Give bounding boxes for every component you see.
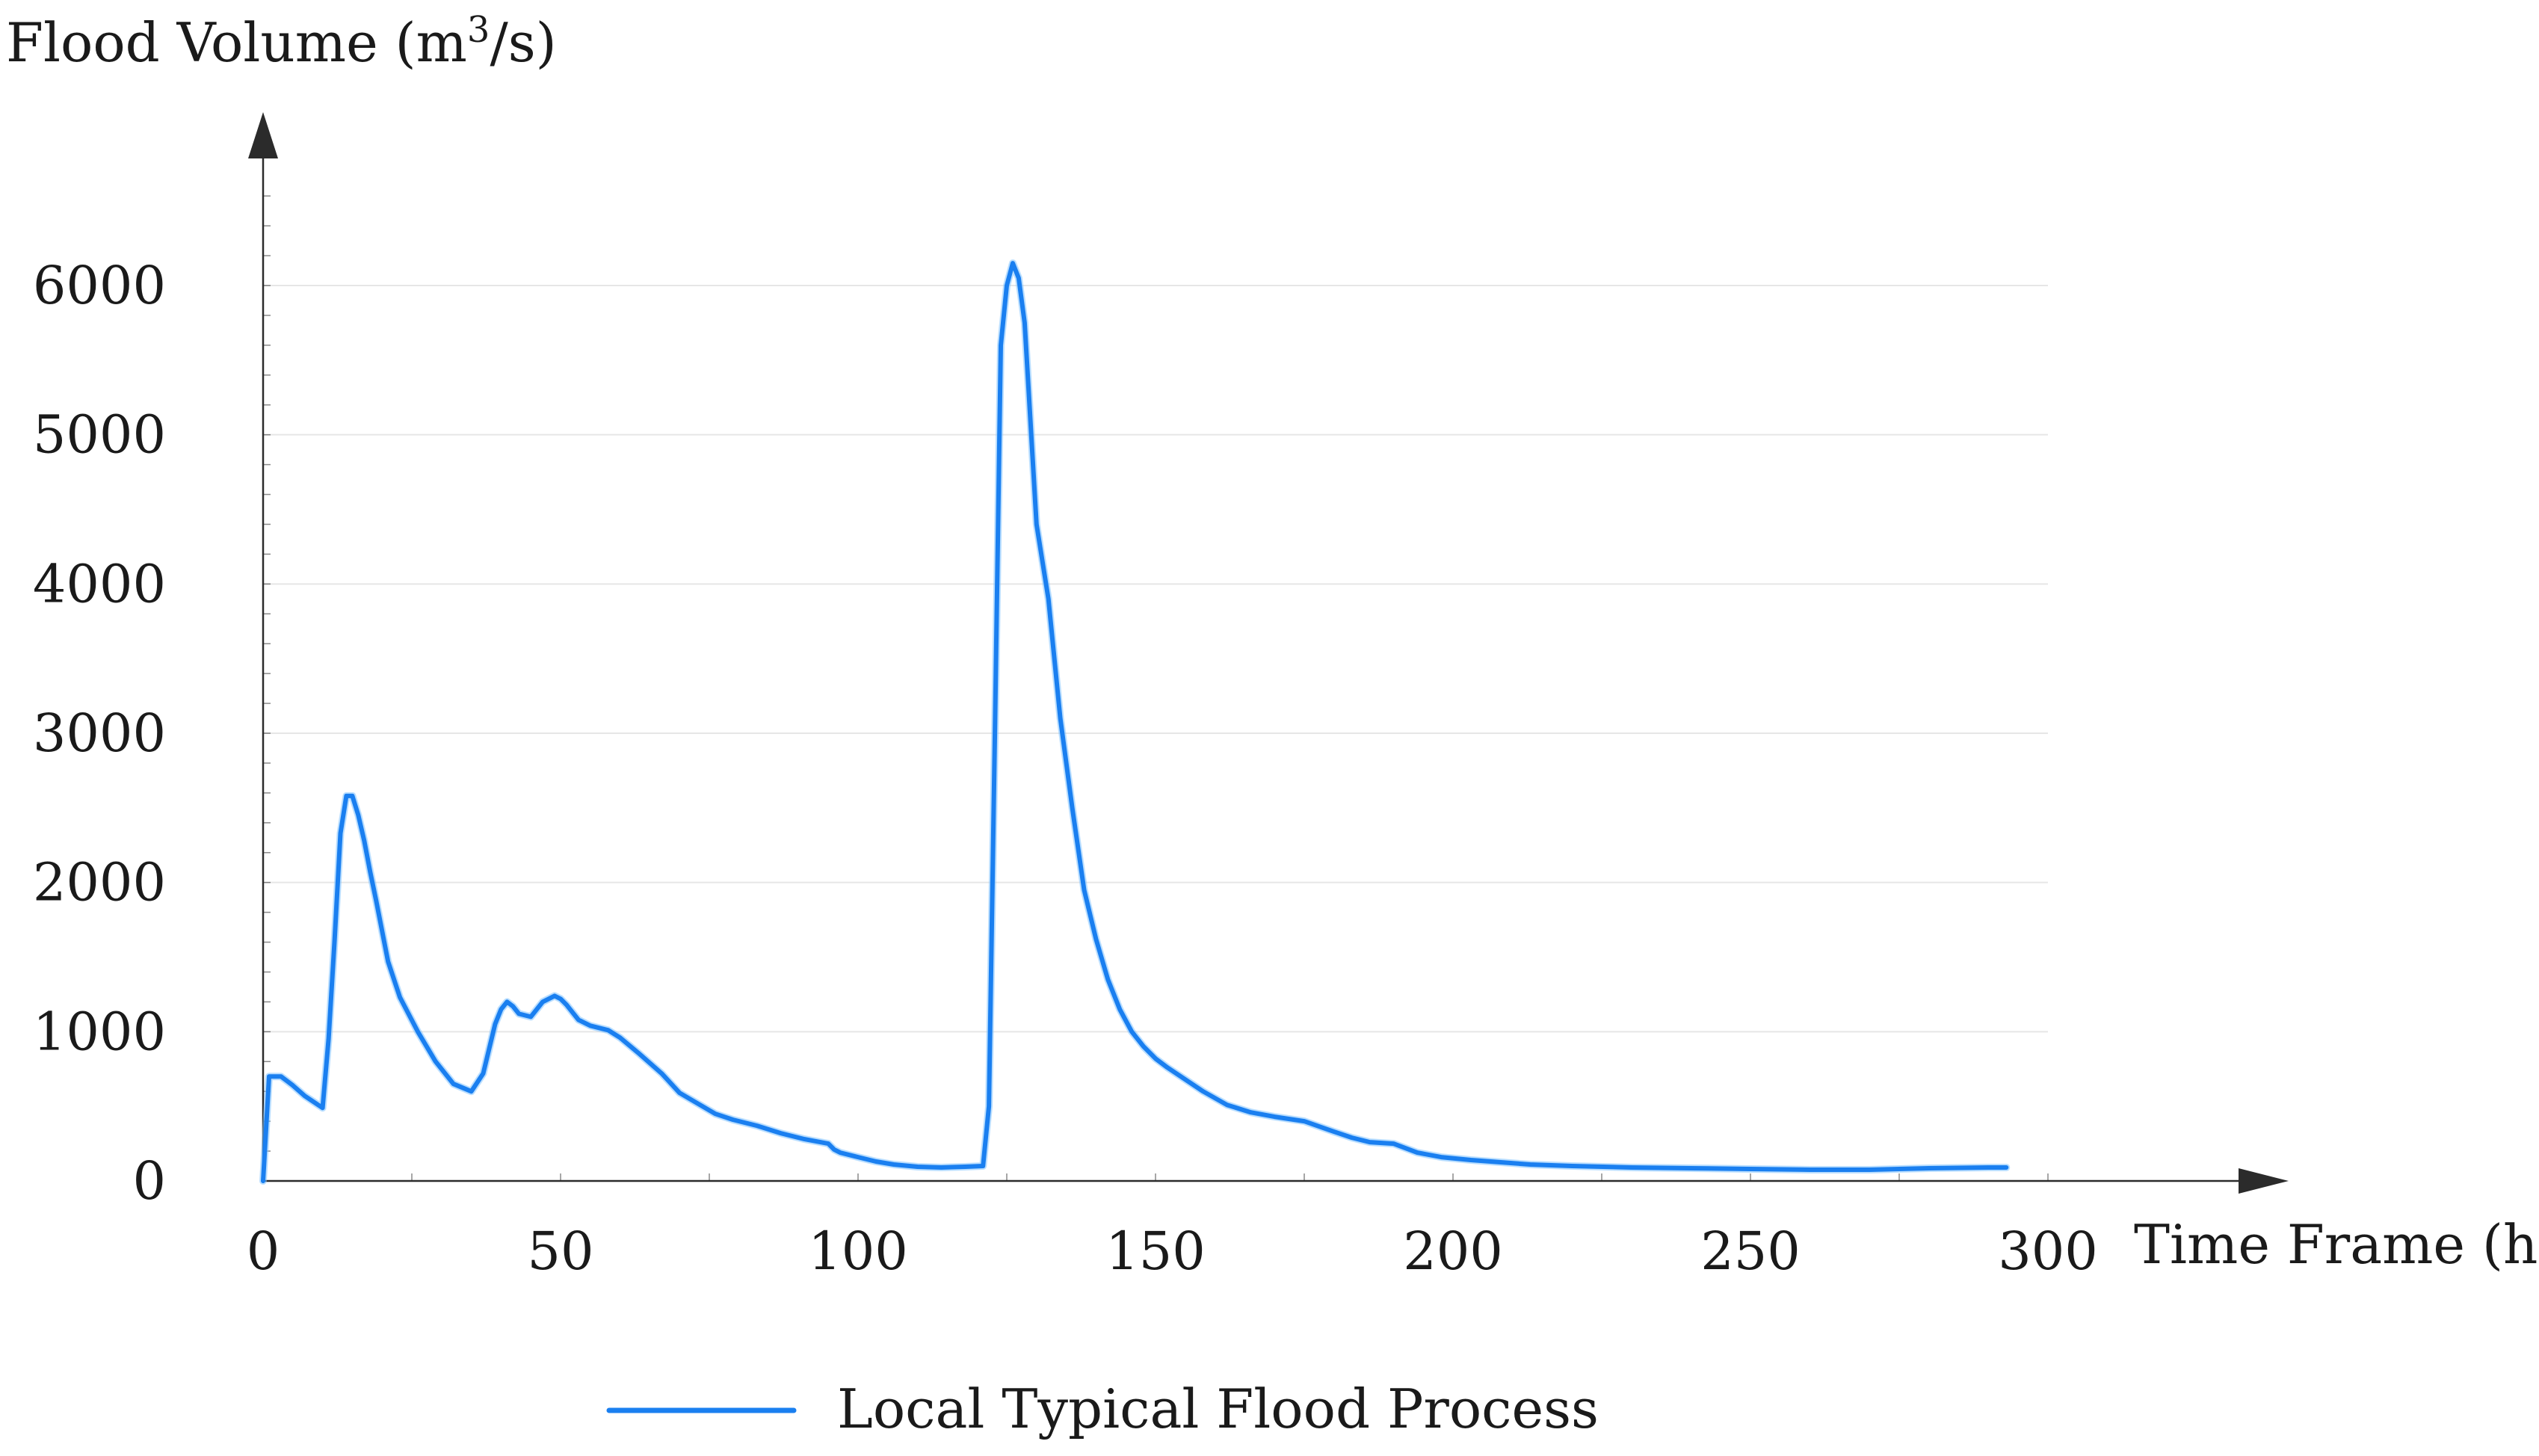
minor-ticks (263, 195, 2049, 1181)
y-tick-label-1000: 1000 (33, 1001, 166, 1062)
series-line-glow-0 (259, 259, 2011, 1185)
y-tick-label-3000: 3000 (33, 703, 166, 764)
axes (248, 112, 2289, 1194)
x-axis-title: Time Frame (h) (2134, 1213, 2539, 1276)
y-tick-label-2000: 2000 (33, 852, 166, 913)
y-axis-title: Flood Volume (m3/s) (6, 9, 557, 74)
x-tick-label-300: 300 (1998, 1221, 2098, 1282)
legend: Local Typical Flood Process (606, 1378, 1599, 1440)
y-tick-label-4000: 4000 (33, 553, 166, 614)
x-tick-label-150: 150 (1105, 1221, 1206, 1282)
x-tick-label-50: 50 (527, 1221, 593, 1282)
y-tick-labels: 0 1000 2000 3000 4000 5000 6000 (33, 255, 166, 1212)
x-tick-labels: 0 50 100 150 200 250 300 (247, 1221, 2098, 1282)
y-tick-label-5000: 5000 (33, 404, 166, 466)
x-tick-label-100: 100 (808, 1221, 908, 1282)
legend-label: Local Typical Flood Process (837, 1378, 1599, 1440)
series-lines (259, 259, 2011, 1185)
x-tick-label-0: 0 (247, 1221, 280, 1282)
y-tick-label-6000: 6000 (33, 255, 166, 316)
x-axis-arrow-icon (2239, 1168, 2289, 1194)
grid-lines (263, 285, 2048, 1033)
y-axis-arrow-icon (248, 112, 278, 158)
series-line-0 (261, 261, 2009, 1183)
y-tick-label-0: 0 (132, 1150, 166, 1212)
x-tick-label-250: 250 (1700, 1221, 1801, 1282)
x-tick-label-200: 200 (1403, 1221, 1503, 1282)
